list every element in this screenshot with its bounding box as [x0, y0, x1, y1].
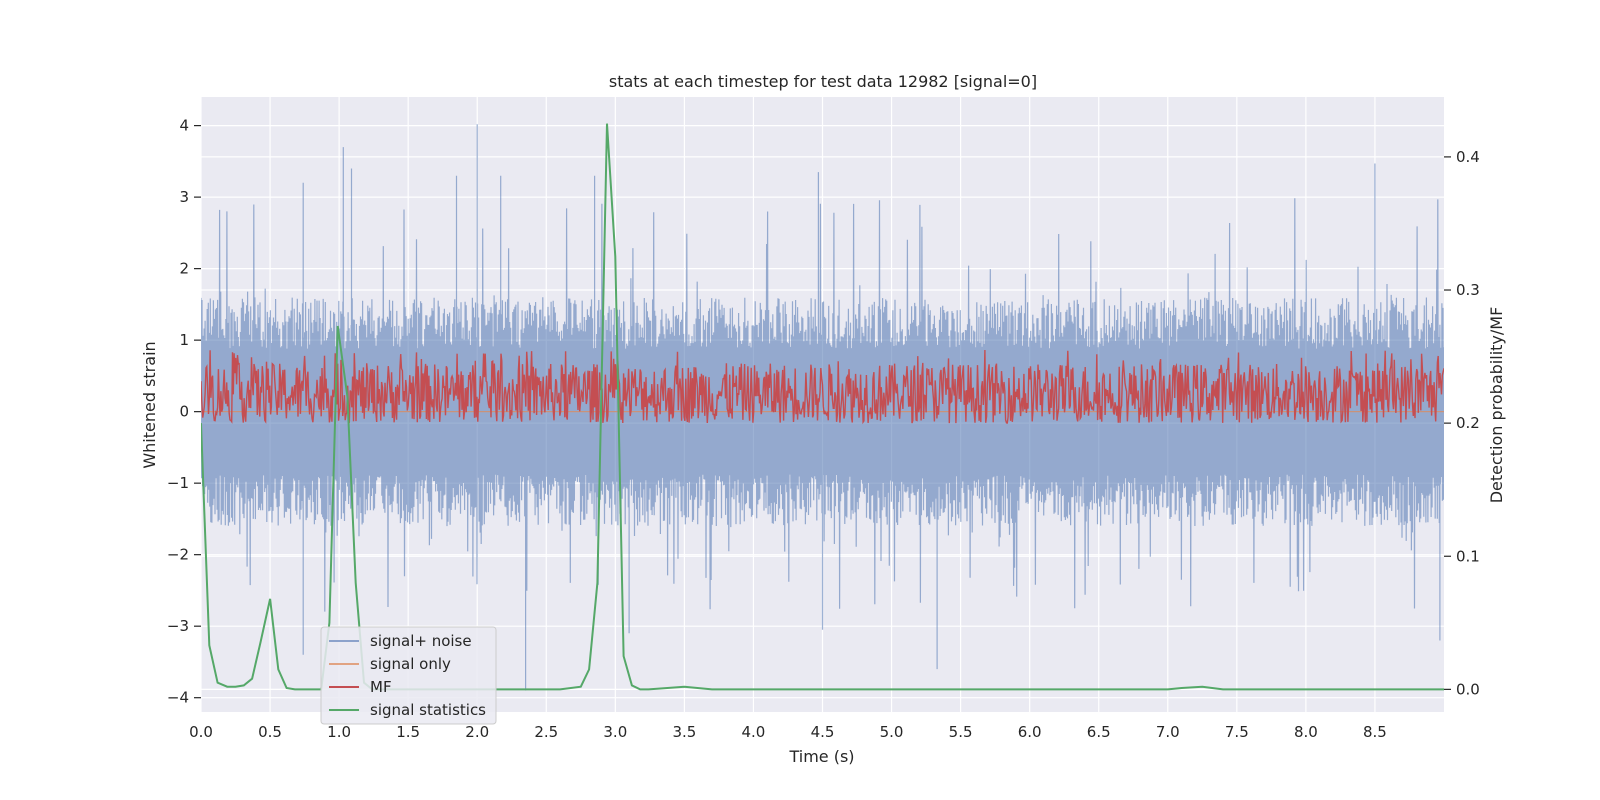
- x-tick-label: 1.5: [396, 723, 420, 741]
- y-tick-label: 1: [179, 331, 189, 349]
- x-tick-label: 7.0: [1156, 723, 1180, 741]
- x-tick-label: 2.0: [465, 723, 489, 741]
- x-tick-label: 8.0: [1294, 723, 1318, 741]
- y2-axis-ticks: 0.4 0.3 0.2 0.1 0.0: [1444, 148, 1480, 698]
- y-tick-label: −3: [167, 617, 189, 635]
- x-tick-label: 0.0: [189, 723, 213, 741]
- legend-label-mf: MF: [370, 678, 392, 696]
- y-tick-label: 3: [179, 188, 189, 206]
- x-axis-ticks: 0.0 0.5 1.0 1.5 2.0 2.5 3.0 3.5 4.0 4.5 5.0 5.5 6.0 6…: [189, 723, 1387, 741]
- x-tick-label: 5.5: [949, 723, 973, 741]
- y-axis-ticks: 4 3 2 1 0 −1 −2 −3 −4: [167, 117, 201, 707]
- chart-title: stats at each timestep for test data 129…: [609, 72, 1037, 91]
- x-tick-label: 6.5: [1087, 723, 1111, 741]
- y-tick-label: −2: [167, 546, 189, 564]
- x-tick-label: 2.5: [534, 723, 558, 741]
- y2-tick-label: 0.3: [1456, 281, 1480, 299]
- legend-label-signal-noise: signal+ noise: [370, 632, 472, 650]
- legend-label-signal-statistics: signal statistics: [370, 701, 486, 719]
- y-tick-label: 0: [179, 403, 189, 421]
- series-signal-noise-line: [201, 124, 1444, 691]
- y2-axis-title: Detection probability/MF: [1487, 307, 1506, 504]
- x-tick-label: 5.0: [880, 723, 904, 741]
- series-mf-line: [201, 349, 1444, 425]
- x-tick-label: 3.5: [672, 723, 696, 741]
- y-tick-label: 2: [179, 260, 189, 278]
- y2-tick-label: 0.1: [1456, 547, 1480, 565]
- legend: signal+ noise signal only MF signal stat…: [320, 626, 497, 725]
- x-tick-label: 4.0: [742, 723, 766, 741]
- x-tick-label: 1.0: [327, 723, 351, 741]
- legend-box: [320, 626, 497, 725]
- x-tick-label: 0.5: [258, 723, 282, 741]
- y-tick-label: 4: [179, 117, 189, 135]
- y2-tick-label: 0.4: [1456, 148, 1480, 166]
- y2-tick-label: 0.0: [1456, 680, 1480, 698]
- x-tick-label: 7.5: [1225, 723, 1249, 741]
- y-axis-title: Whitened strain: [140, 341, 159, 468]
- y-tick-label: −1: [167, 474, 189, 492]
- y-tick-label: −4: [167, 689, 189, 707]
- legend-label-signal-only: signal only: [370, 655, 451, 673]
- x-tick-label: 6.0: [1018, 723, 1042, 741]
- y2-tick-label: 0.2: [1456, 414, 1480, 432]
- x-tick-label: 8.5: [1363, 723, 1387, 741]
- x-tick-label: 3.0: [603, 723, 627, 741]
- x-tick-label: 4.5: [811, 723, 835, 741]
- x-axis-title: Time (s): [788, 747, 854, 766]
